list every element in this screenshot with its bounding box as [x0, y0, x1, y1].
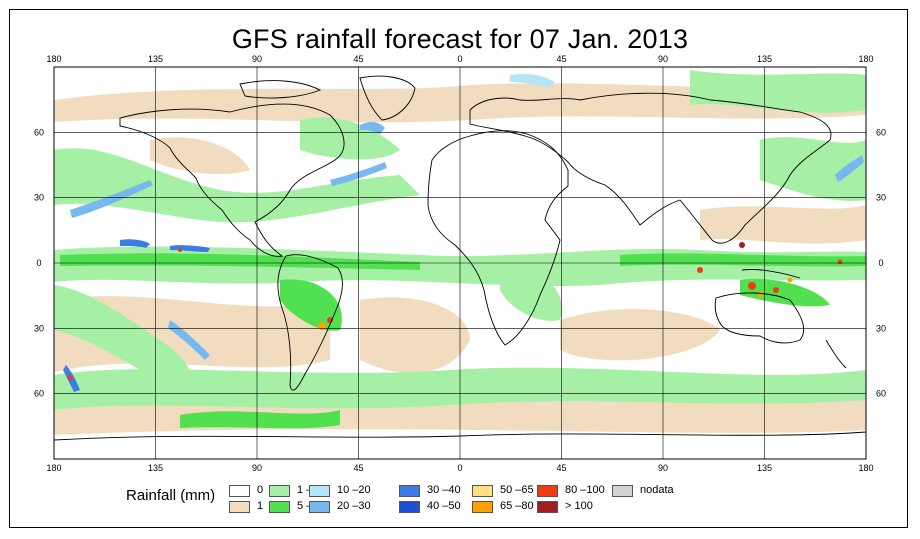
lon-tick-label-top: 180: [858, 54, 873, 64]
lon-tick-label-bottom: 45: [556, 463, 566, 473]
lon-tick-label-bottom: 45: [353, 463, 363, 473]
lon-tick-label-top: 135: [148, 54, 163, 64]
tick-labels: 180 180 135 135 90 90 45 45 0 0 45 45 90 90 135 135 180 1…: [34, 54, 886, 473]
lat-tick-label-right: 0: [878, 258, 883, 268]
lon-tick-label-top: 135: [757, 54, 772, 64]
lon-tick-label-bottom: 135: [148, 463, 163, 473]
lon-tick-label-bottom: 90: [658, 463, 668, 473]
lon-tick-label-top: 0: [457, 54, 462, 64]
lon-tick-label-top: 90: [658, 54, 668, 64]
lon-tick-label-bottom: 0: [457, 463, 462, 473]
lat-tick-label-left: 30: [34, 193, 44, 203]
lat-tick-label-left: 60: [34, 389, 44, 399]
lon-tick-label-top: 180: [46, 54, 61, 64]
lat-tick-label-left: 60: [34, 127, 44, 137]
lat-tick-label-left: 30: [34, 323, 44, 333]
map-title: GFS rainfall forecast for 07 Jan. 2013: [231, 24, 689, 54]
lon-tick-label-bottom: 90: [252, 463, 262, 473]
lat-tick-label-right: 60: [876, 389, 886, 399]
lon-tick-label-top: 45: [556, 54, 566, 64]
lat-tick-label-right: 30: [876, 193, 886, 203]
lat-tick-label-right: 60: [876, 127, 886, 137]
lon-tick-label-top: 90: [252, 54, 262, 64]
lon-tick-label-bottom: 180: [46, 463, 61, 473]
lon-tick-label-top: 45: [353, 54, 363, 64]
map-border: [53, 66, 867, 460]
lat-tick-label-left: 0: [36, 258, 41, 268]
lat-tick-label-right: 30: [876, 323, 886, 333]
lon-tick-label-bottom: 135: [757, 463, 772, 473]
lon-tick-label-bottom: 180: [858, 463, 873, 473]
